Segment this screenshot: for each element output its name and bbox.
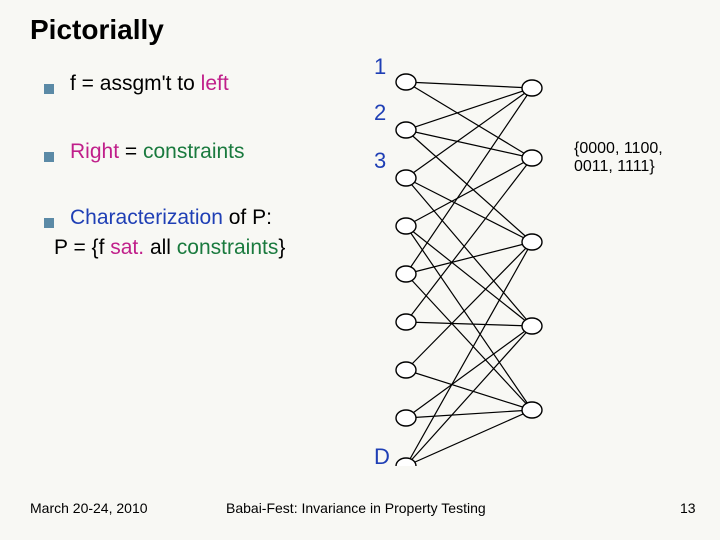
graph-edge [406,130,532,158]
graph-edge [406,82,532,88]
bullet-marker [44,152,54,162]
graph-edge [406,88,532,274]
graph-node [396,410,416,426]
graph-node [522,318,542,334]
bullet-text-1: Right = constraints [70,140,245,164]
graph-edge [406,326,532,466]
graph-node [522,234,542,250]
annot-line1: {0000, 1100, [574,140,663,157]
graph-node [396,122,416,138]
graph-edge [406,178,532,242]
graph-edge [406,322,532,326]
graph-edge [406,88,532,130]
graph-edge [406,88,532,178]
graph-node [396,266,416,282]
graph-edge [406,410,532,418]
graph-edge [406,410,532,466]
graph-node [396,314,416,330]
constraint-set-annotation: {0000, 1100, 0011, 1111} [574,140,663,176]
footer-date: March 20-24, 2010 [30,500,148,516]
graph-node [396,458,416,466]
graph-edge [406,178,532,326]
graph-node [396,170,416,186]
footer-page: 13 [680,500,696,516]
graph-node [522,80,542,96]
graph-edge [406,158,532,226]
bullet-marker [44,218,54,228]
footer-title: Babai-Fest: Invariance in Property Testi… [226,500,486,516]
graph-node [396,74,416,90]
bullet-text-3: P = {f sat. all constraints} [54,236,285,260]
annot-line2: 0011, 1111} [574,158,655,175]
graph-edge [406,158,532,322]
graph-edge [406,226,532,410]
graph-node [522,150,542,166]
bullet-text-2: Characterization of P: [70,206,272,230]
graph-edge [406,242,532,370]
bipartite-graph [384,46,584,466]
graph-node [396,362,416,378]
bullet-text-0: f = assgm't to left [70,72,229,96]
slide-title: Pictorially [30,14,164,46]
graph-node [522,402,542,418]
bullet-marker [44,84,54,94]
graph-node [396,218,416,234]
